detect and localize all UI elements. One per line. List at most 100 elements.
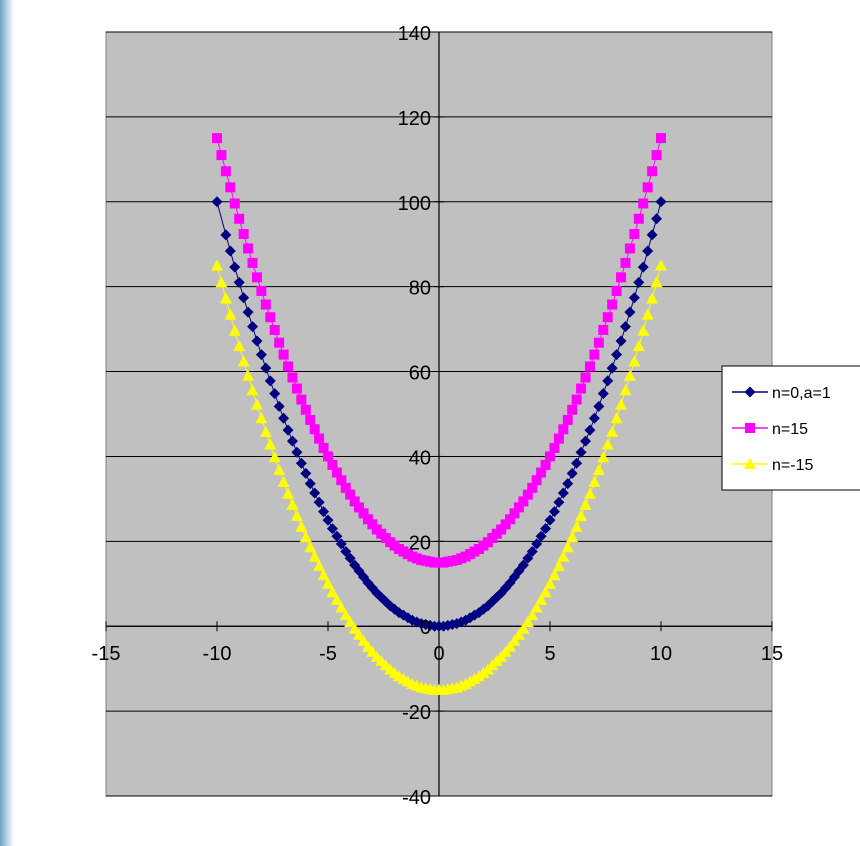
data-point <box>571 394 582 405</box>
data-point <box>344 552 356 564</box>
data-point <box>592 464 605 476</box>
data-point <box>224 308 237 320</box>
data-point <box>228 324 241 336</box>
data-point <box>318 442 329 453</box>
data-point <box>518 496 529 507</box>
data-point <box>553 433 564 444</box>
data-point <box>615 398 628 410</box>
y-tick-label: 140 <box>398 23 431 45</box>
data-point <box>224 245 236 257</box>
data-point <box>651 213 663 225</box>
data-point <box>646 292 659 304</box>
data-point <box>607 299 618 310</box>
data-point <box>255 349 267 361</box>
data-point <box>655 196 667 208</box>
data-point <box>500 519 511 530</box>
data-point <box>305 414 316 425</box>
data-point <box>611 349 623 361</box>
data-point <box>526 609 539 621</box>
data-point <box>313 559 326 571</box>
data-point <box>336 475 347 486</box>
data-point <box>233 276 245 288</box>
data-point <box>656 133 666 144</box>
data-point <box>256 285 267 296</box>
data-point <box>535 593 548 605</box>
data-point <box>247 257 258 268</box>
data-point <box>562 414 573 425</box>
data-point <box>304 541 317 553</box>
data-point <box>283 361 294 372</box>
data-point <box>264 438 277 450</box>
data-point <box>317 569 330 581</box>
data-point <box>340 546 352 558</box>
data-point <box>300 404 311 415</box>
data-point <box>234 213 245 224</box>
data-point <box>268 451 281 463</box>
data-point <box>535 530 547 542</box>
data-point <box>295 457 307 469</box>
data-point <box>237 355 250 367</box>
data-point <box>593 400 605 412</box>
data-point <box>606 362 618 374</box>
y-tick-label: 0 <box>420 617 431 639</box>
legend-marker-triangle-icon <box>744 458 756 469</box>
data-point <box>553 496 565 508</box>
x-tick-label: 0 <box>433 643 444 665</box>
data-point <box>242 369 255 381</box>
data-point <box>597 451 610 463</box>
data-point <box>273 464 286 476</box>
data-point <box>601 438 614 450</box>
data-point <box>638 198 649 209</box>
data-point <box>633 213 644 224</box>
y-tick-label: 100 <box>398 193 431 215</box>
data-point <box>291 383 302 394</box>
data-point <box>264 375 276 387</box>
data-point <box>637 261 649 273</box>
legend-item: n=0,a=1 <box>732 385 831 402</box>
data-point <box>238 292 250 304</box>
data-point <box>215 276 228 288</box>
data-point <box>566 467 578 479</box>
data-point <box>522 552 534 564</box>
data-point <box>584 424 596 436</box>
data-point <box>296 394 307 405</box>
data-point <box>290 509 303 521</box>
data-point <box>300 467 312 479</box>
y-tick-label: 40 <box>409 447 431 469</box>
data-point <box>616 272 627 283</box>
data-point <box>330 593 343 605</box>
data-point <box>242 306 254 318</box>
data-point <box>505 514 516 525</box>
y-tick-label: 20 <box>409 532 431 554</box>
data-point <box>216 150 227 161</box>
data-point <box>331 467 342 478</box>
data-point <box>238 229 249 240</box>
data-point <box>327 459 338 470</box>
data-point <box>580 372 591 383</box>
data-point <box>580 435 592 447</box>
data-point <box>545 451 555 462</box>
x-tick-label: 10 <box>650 643 672 665</box>
data-point <box>220 229 232 241</box>
data-point <box>589 349 600 360</box>
data-point <box>255 412 268 424</box>
data-point <box>521 615 534 627</box>
data-point <box>530 601 543 613</box>
data-point <box>504 640 517 652</box>
data-point <box>624 243 635 254</box>
data-point <box>269 388 281 400</box>
data-point <box>309 424 320 435</box>
data-point <box>632 340 645 352</box>
data-point <box>650 276 663 288</box>
data-point <box>335 601 348 613</box>
data-point <box>633 276 645 288</box>
data-point <box>308 550 321 562</box>
data-point <box>282 487 295 499</box>
data-point <box>544 577 556 589</box>
data-point <box>269 324 280 335</box>
data-point <box>367 519 378 530</box>
data-point <box>562 478 574 490</box>
data-point <box>291 446 303 458</box>
data-point <box>286 498 299 510</box>
